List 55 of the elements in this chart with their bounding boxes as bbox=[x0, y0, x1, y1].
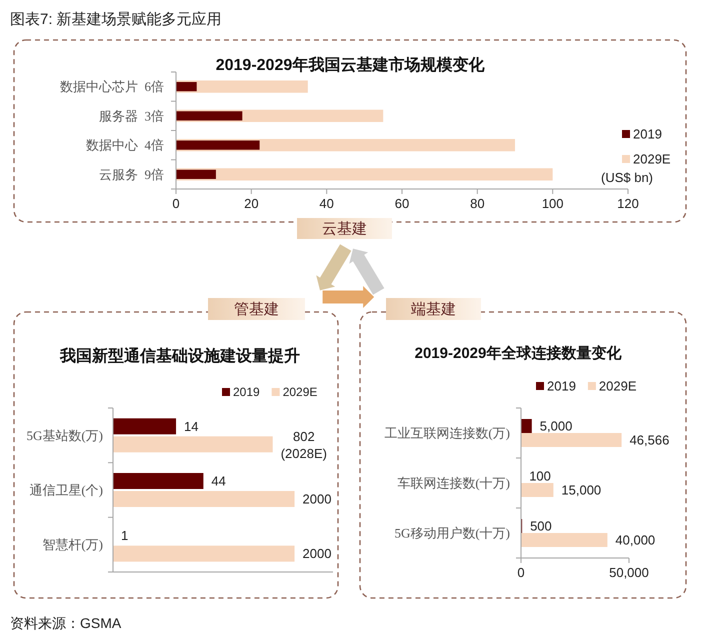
x-tick-label: 0 bbox=[517, 565, 525, 580]
text: 云基建 bbox=[322, 220, 367, 238]
bar bbox=[521, 533, 608, 547]
legend-label: 2029E bbox=[282, 385, 318, 399]
x-tick-label: 60 bbox=[394, 196, 410, 211]
data-label: 1 bbox=[121, 528, 128, 544]
chart-title: 2019-2029年我国云基建市场规模变化 bbox=[216, 56, 486, 74]
data-label: 100 bbox=[529, 468, 551, 484]
chart-title: 我国新型通信基础设施建设量提升 bbox=[59, 347, 300, 365]
y-tick-label: 5G移动用户数(十万) bbox=[394, 526, 510, 540]
y-tick-label: 5G基站数(万) bbox=[26, 428, 103, 443]
y-tick-label: 数据中心 4倍 bbox=[86, 138, 164, 153]
legend-label: 2029E bbox=[598, 378, 637, 394]
x-tick-label: 100 bbox=[542, 196, 564, 211]
x-tick-label: 20 bbox=[244, 196, 259, 211]
data-label: 500 bbox=[530, 518, 552, 534]
bar bbox=[176, 170, 216, 179]
data-label: 44 bbox=[211, 474, 226, 488]
bar bbox=[176, 111, 242, 120]
data-label: 802 (2028E) bbox=[280, 428, 327, 460]
x-tick-label: 50,000 bbox=[609, 565, 649, 580]
annotation: (US$ bn) bbox=[600, 170, 654, 185]
y-tick-label: 工业互联网连接数(万) bbox=[384, 426, 510, 440]
bar bbox=[176, 82, 197, 92]
bar bbox=[176, 140, 260, 150]
data-label: 46,566 bbox=[630, 432, 670, 448]
y-tick-label: 车联网连接数(十万) bbox=[397, 476, 510, 490]
bar bbox=[521, 483, 554, 497]
y-tick-label: 通信卫星(个) bbox=[29, 482, 103, 498]
text: 管基建 bbox=[234, 301, 279, 318]
legend-label: 2019 bbox=[633, 126, 662, 142]
legend-label: 2019 bbox=[233, 385, 260, 399]
text: 端基建 bbox=[411, 301, 456, 318]
y-tick-label: 服务器 3倍 bbox=[99, 108, 164, 124]
data-label: 40,000 bbox=[615, 532, 656, 548]
legend-label: 2019 bbox=[547, 378, 576, 394]
x-tick-label: 120 bbox=[617, 196, 639, 211]
data-label: 14 bbox=[184, 418, 199, 434]
legend-label: 2029E bbox=[633, 152, 671, 166]
data-label: 2000 bbox=[302, 492, 332, 506]
chart-title: 2019-2029年全球连接数量变化 bbox=[414, 344, 622, 362]
x-tick-label: 0 bbox=[172, 196, 180, 211]
x-tick-label: 40 bbox=[319, 196, 334, 211]
y-tick-label: 云服务 9倍 bbox=[99, 166, 164, 182]
y-tick-label: 智慧杆(万) bbox=[42, 537, 103, 552]
bar bbox=[521, 419, 532, 433]
data-label: 15,000 bbox=[561, 482, 602, 498]
data-label: 2000 bbox=[302, 546, 332, 562]
y-tick-label: 数据中心芯片 6倍 bbox=[60, 79, 164, 94]
x-tick-label: 80 bbox=[470, 196, 485, 211]
data-label: 5,000 bbox=[540, 418, 572, 434]
bar bbox=[521, 433, 622, 447]
bar bbox=[176, 168, 553, 181]
text: 资料来源：GSMA bbox=[10, 615, 122, 631]
text: 图表7: 新基建场景赋能多元应用 bbox=[10, 11, 222, 28]
